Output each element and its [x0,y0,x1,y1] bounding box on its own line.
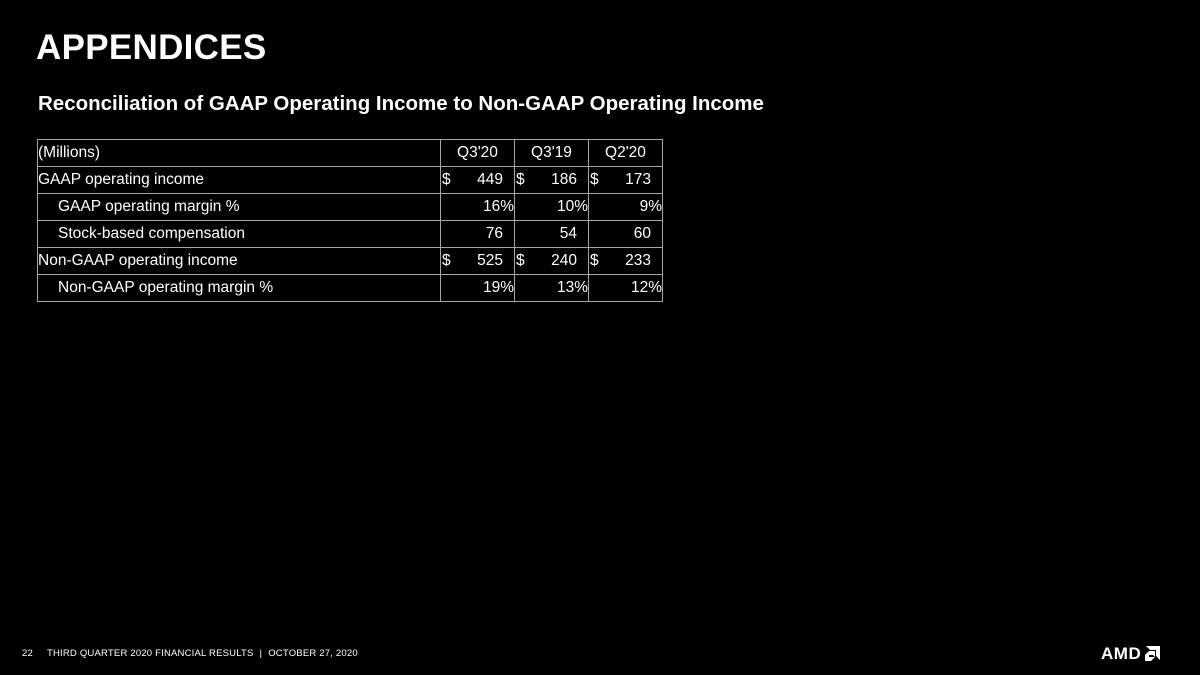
table-cell: $240 [514,247,589,275]
page-title: APPENDICES [36,28,267,67]
row-label: Non-GAAP operating income [37,247,441,275]
cell-value: 12% [630,279,662,296]
cell-value: 19% [482,279,514,296]
currency-symbol: $ [590,252,599,269]
table-cell: 60 [588,220,663,248]
table-cell: 12% [588,274,663,302]
footer-separator: | [259,648,263,659]
table-row: Non-GAAP operating margin % 19% 13% 12% [37,274,663,302]
currency-symbol: $ [516,171,525,188]
table-row: Non-GAAP operating income $525 $240 $233 [37,247,663,275]
slide-footer: 22 THIRD QUARTER 2020 FINANCIAL RESULTS | O… [22,648,358,659]
header-q3-20: Q3'20 [440,139,515,167]
table-cell: 19% [440,274,515,302]
currency-symbol: $ [590,171,599,188]
logo-text: AMD [1101,644,1142,663]
footer-date: OCTOBER 27, 2020 [268,648,358,659]
cell-value: 449 [477,171,503,188]
currency-symbol: $ [516,252,525,269]
table-row: Stock-based compensation 76 54 60 [37,220,663,248]
cell-value: 186 [551,171,577,188]
table-cell: 76 [440,220,515,248]
row-label: GAAP operating income [37,166,441,194]
table-cell: $449 [440,166,515,194]
cell-value: 60 [633,225,651,242]
table-cell: 13% [514,274,589,302]
table-cell: 54 [514,220,589,248]
cell-value: 10% [556,198,588,215]
header-units: (Millions) [37,139,441,167]
footer-text: THIRD QUARTER 2020 FINANCIAL RESULTS [46,648,254,659]
table-cell: $173 [588,166,663,194]
amd-arrow-icon [1145,646,1161,661]
row-label: Non-GAAP operating margin % [37,274,441,302]
header-q2-20: Q2'20 [588,139,663,167]
table-cell: $233 [588,247,663,275]
cell-value: 76 [485,225,503,242]
row-label: Stock-based compensation [37,220,441,248]
amd-logo: AMD [1101,644,1161,664]
reconciliation-table: (Millions) Q3'20 Q3'19 Q2'20 GAAP operat… [37,139,663,302]
page-number: 22 [22,648,33,659]
cell-value: 233 [625,252,651,269]
table-cell: 10% [514,193,589,221]
cell-value: 54 [559,225,577,242]
cell-value: 525 [477,252,503,269]
currency-symbol: $ [442,252,451,269]
cell-value: 13% [556,279,588,296]
table-cell: $525 [440,247,515,275]
table-header-row: (Millions) Q3'20 Q3'19 Q2'20 [37,139,663,167]
cell-value: 9% [639,198,662,215]
table-row: GAAP operating income $449 $186 $173 [37,166,663,194]
row-label: GAAP operating margin % [37,193,441,221]
table-cell: 9% [588,193,663,221]
cell-value: 16% [482,198,514,215]
table-cell: $186 [514,166,589,194]
currency-symbol: $ [442,171,451,188]
cell-value: 240 [551,252,577,269]
cell-value: 173 [625,171,651,188]
table-row: GAAP operating margin % 16% 10% 9% [37,193,663,221]
table-cell: 16% [440,193,515,221]
header-q3-19: Q3'19 [514,139,589,167]
table-subtitle: Reconciliation of GAAP Operating Income … [38,92,764,115]
